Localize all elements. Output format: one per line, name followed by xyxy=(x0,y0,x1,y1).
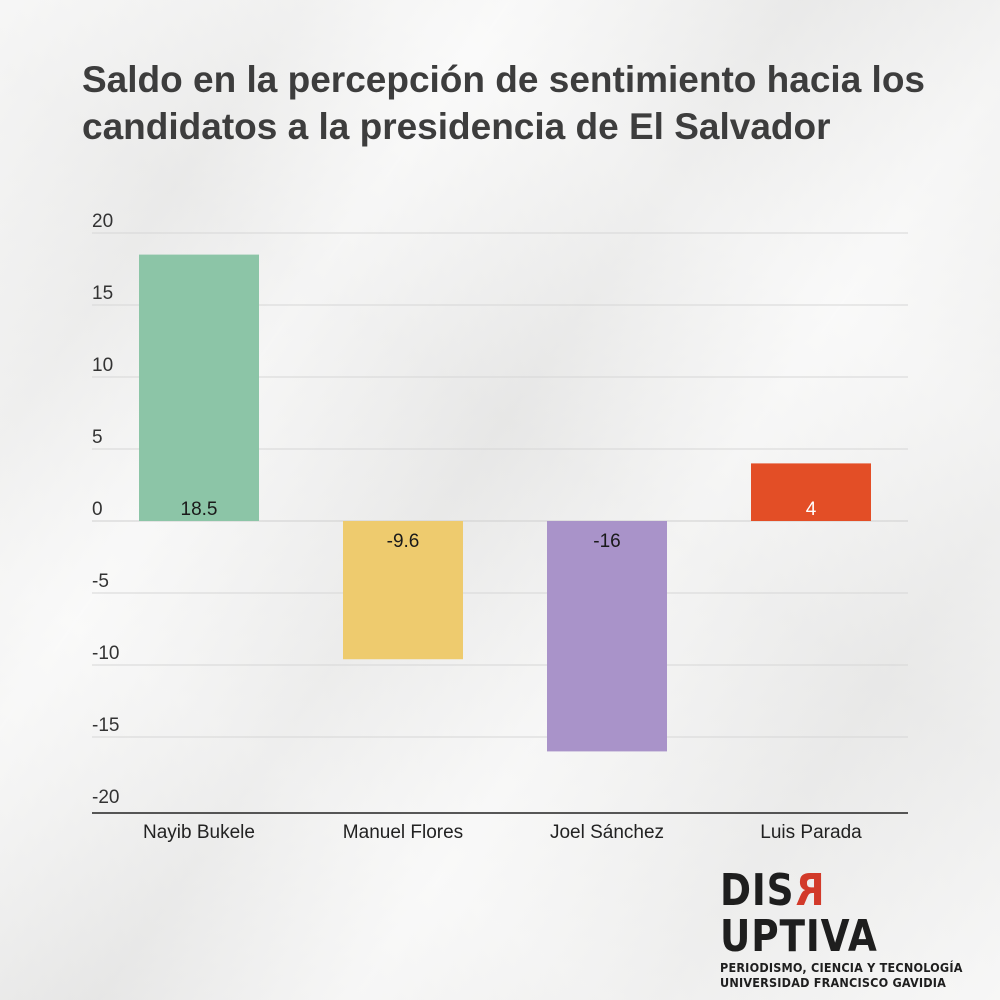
chart-title: Saldo en la percepción de sentimiento ha… xyxy=(82,59,926,147)
y-tick-label: 5 xyxy=(92,427,103,448)
y-tick-label: -15 xyxy=(92,715,119,736)
x-tick-label: Luis Parada xyxy=(760,822,862,843)
bar xyxy=(343,521,463,660)
x-tick-label: Nayib Bukele xyxy=(143,822,255,843)
x-tick-label: Joel Sánchez xyxy=(550,822,664,843)
data-label: -16 xyxy=(593,531,620,552)
y-tick-label: 15 xyxy=(92,283,113,304)
y-tick-label: -20 xyxy=(92,787,119,808)
x-tick-label: Manuel Flores xyxy=(343,822,463,843)
y-tick-label: 10 xyxy=(92,355,113,376)
logo-university: UNIVERSIDAD FRANCISCO GAVIDIA xyxy=(720,975,947,990)
y-tick-label: 20 xyxy=(92,211,113,232)
logo-wordmark: DISRUPTIVA xyxy=(720,865,878,962)
y-tick-label: 0 xyxy=(92,499,103,520)
y-tick-label: -10 xyxy=(92,643,119,664)
data-label: 4 xyxy=(806,499,817,520)
bar xyxy=(751,463,871,521)
bar xyxy=(139,254,259,521)
y-tick-label: -5 xyxy=(92,571,109,592)
logo-tagline: PERIODISMO, CIENCIA Y TECNOLOGÍA xyxy=(720,960,963,975)
data-label: -9.6 xyxy=(387,531,420,552)
disruptiva-logo: DISRUPTIVA PERIODISMO, CIENCIA Y TECNOLO… xyxy=(720,865,963,990)
data-label: 18.5 xyxy=(181,499,218,520)
bar xyxy=(547,521,667,752)
